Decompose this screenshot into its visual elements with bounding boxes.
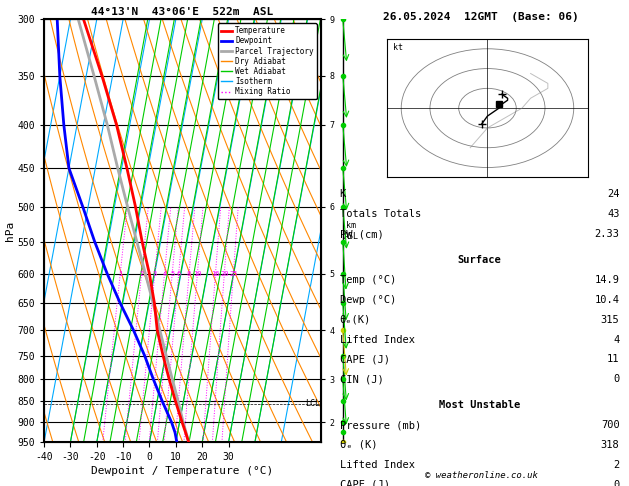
Text: 318: 318 xyxy=(601,440,620,450)
Text: Lifted Index: Lifted Index xyxy=(340,460,415,470)
Text: θₑ(K): θₑ(K) xyxy=(340,314,371,325)
Text: K: K xyxy=(340,189,346,199)
Text: 5: 5 xyxy=(170,271,174,277)
Text: 14.9: 14.9 xyxy=(594,275,620,285)
Text: 2.33: 2.33 xyxy=(594,229,620,239)
Text: 25: 25 xyxy=(229,271,238,277)
Text: 315: 315 xyxy=(601,314,620,325)
Text: 6: 6 xyxy=(177,271,181,277)
Text: Dewp (°C): Dewp (°C) xyxy=(340,295,396,305)
Text: CAPE (J): CAPE (J) xyxy=(340,480,389,486)
X-axis label: Dewpoint / Temperature (°C): Dewpoint / Temperature (°C) xyxy=(91,466,274,476)
Text: 3: 3 xyxy=(153,271,157,277)
Text: 1: 1 xyxy=(118,271,123,277)
Text: PW (cm): PW (cm) xyxy=(340,229,384,239)
Text: Lifted Index: Lifted Index xyxy=(340,334,415,345)
Text: 2: 2 xyxy=(140,271,143,277)
Text: θₑ (K): θₑ (K) xyxy=(340,440,377,450)
Text: 26.05.2024  12GMT  (Base: 06): 26.05.2024 12GMT (Base: 06) xyxy=(383,12,579,22)
Text: 4: 4 xyxy=(613,334,620,345)
Text: 2: 2 xyxy=(613,460,620,470)
Text: 4: 4 xyxy=(162,271,167,277)
Text: © weatheronline.co.uk: © weatheronline.co.uk xyxy=(425,471,538,480)
Text: Temp (°C): Temp (°C) xyxy=(340,275,396,285)
Text: 0: 0 xyxy=(613,480,620,486)
Y-axis label: km
ASL: km ASL xyxy=(344,221,359,241)
Text: 20: 20 xyxy=(220,271,228,277)
Text: Most Unstable: Most Unstable xyxy=(439,400,520,410)
Text: CAPE (J): CAPE (J) xyxy=(340,354,389,364)
Y-axis label: hPa: hPa xyxy=(4,221,14,241)
Text: Pressure (mb): Pressure (mb) xyxy=(340,420,421,430)
Text: 10.4: 10.4 xyxy=(594,295,620,305)
Text: 700: 700 xyxy=(601,420,620,430)
Text: LCL: LCL xyxy=(305,399,320,408)
Text: kt: kt xyxy=(392,43,403,52)
Text: 16: 16 xyxy=(211,271,220,277)
Text: 43: 43 xyxy=(607,209,620,219)
Text: 24: 24 xyxy=(607,189,620,199)
Title: 44°13'N  43°06'E  522m  ASL: 44°13'N 43°06'E 522m ASL xyxy=(91,7,274,17)
Text: 8: 8 xyxy=(187,271,191,277)
Legend: Temperature, Dewpoint, Parcel Trajectory, Dry Adiabat, Wet Adiabat, Isotherm, Mi: Temperature, Dewpoint, Parcel Trajectory… xyxy=(218,23,317,99)
Text: 11: 11 xyxy=(607,354,620,364)
Text: Surface: Surface xyxy=(458,255,501,265)
Text: 0: 0 xyxy=(613,374,620,384)
Text: 10: 10 xyxy=(193,271,202,277)
Text: CIN (J): CIN (J) xyxy=(340,374,384,384)
Text: Totals Totals: Totals Totals xyxy=(340,209,421,219)
